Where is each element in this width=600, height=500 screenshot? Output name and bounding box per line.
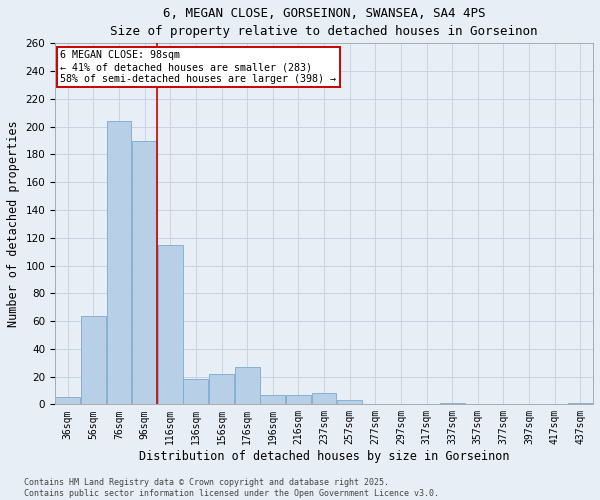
Bar: [286, 394, 311, 404]
Bar: [81, 316, 106, 404]
Bar: [235, 367, 260, 405]
Title: 6, MEGAN CLOSE, GORSEINON, SWANSEA, SA4 4PS
Size of property relative to detache: 6, MEGAN CLOSE, GORSEINON, SWANSEA, SA4 …: [110, 7, 538, 38]
Bar: [260, 394, 285, 404]
Bar: [311, 394, 337, 404]
Bar: [568, 403, 593, 404]
Bar: [209, 374, 234, 404]
Bar: [440, 403, 464, 404]
Bar: [158, 244, 183, 404]
Y-axis label: Number of detached properties: Number of detached properties: [7, 120, 20, 327]
Text: 6 MEGAN CLOSE: 98sqm
← 41% of detached houses are smaller (283)
58% of semi-deta: 6 MEGAN CLOSE: 98sqm ← 41% of detached h…: [61, 50, 337, 84]
Bar: [107, 121, 131, 405]
Text: Contains HM Land Registry data © Crown copyright and database right 2025.
Contai: Contains HM Land Registry data © Crown c…: [24, 478, 439, 498]
Bar: [55, 398, 80, 404]
X-axis label: Distribution of detached houses by size in Gorseinon: Distribution of detached houses by size …: [139, 450, 509, 463]
Bar: [184, 380, 208, 404]
Bar: [132, 140, 157, 404]
Bar: [337, 400, 362, 404]
